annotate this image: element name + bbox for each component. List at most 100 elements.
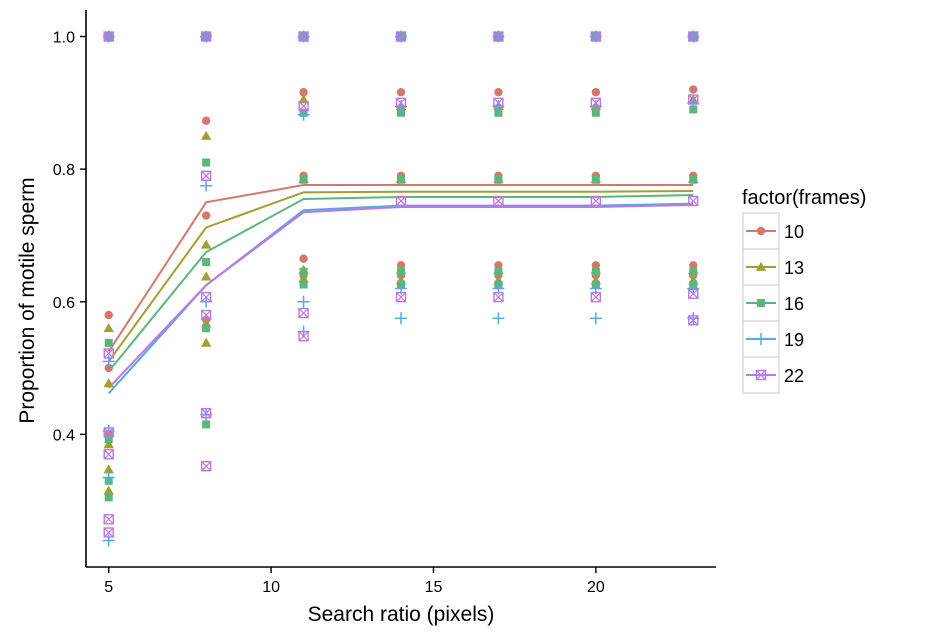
- data-point: [103, 348, 114, 359]
- data-point: [298, 331, 309, 342]
- data-point: [200, 461, 212, 472]
- data-point: [104, 338, 113, 347]
- data-point: [492, 312, 505, 325]
- data-point: [493, 195, 504, 207]
- data-point: [395, 31, 407, 42]
- data-point: [104, 493, 113, 502]
- data-point: [200, 179, 213, 192]
- data-point: [104, 435, 113, 444]
- data-point: [104, 310, 113, 320]
- legend-title: factor(frames): [742, 187, 866, 209]
- legend-key-marker: [756, 226, 766, 236]
- data-point: [103, 427, 114, 438]
- legend-item-19: 19: [742, 320, 804, 358]
- data-point: [689, 175, 698, 184]
- axes: 5 10 15 20 0.4 0.6 0.8 1.0 Search ratio (pixel…: [16, 10, 716, 626]
- legend-item-16: 16: [742, 284, 804, 322]
- legend-label: 16: [784, 294, 804, 314]
- data-point: [590, 291, 602, 303]
- data-point: [395, 97, 407, 109]
- data-point: [395, 312, 407, 325]
- data-point: [200, 31, 212, 42]
- x-tick-label: 15: [425, 579, 443, 596]
- x-axis-ticks: 5 10 15 20: [104, 567, 605, 596]
- legend-label: 13: [784, 258, 804, 278]
- data-point: [103, 323, 114, 333]
- legend-key-marker: [755, 333, 767, 345]
- data-point: [591, 108, 600, 117]
- trend-line-10: [107, 184, 694, 353]
- data-point: [299, 267, 308, 276]
- data-point: [200, 291, 212, 303]
- legend-keys: 10 13 16 19 22: [742, 212, 804, 394]
- data-point: [202, 324, 211, 333]
- data-point: [104, 363, 113, 373]
- legend: factor(frames) 10 13 16 19 22: [742, 187, 866, 394]
- data-point: [590, 31, 602, 42]
- data-point: [200, 170, 212, 181]
- data-point: [299, 280, 308, 289]
- y-tick-label: 0.8: [53, 162, 75, 179]
- data-point: [494, 267, 503, 276]
- data-point: [493, 97, 504, 109]
- data-point: [494, 108, 503, 117]
- data-point: [688, 31, 699, 42]
- data-point: [200, 130, 212, 140]
- y-tick-label: 1.0: [53, 30, 75, 47]
- data-point: [103, 378, 114, 388]
- legend-item-22: 22: [742, 356, 804, 394]
- data-point: [589, 312, 602, 325]
- x-tick-label: 10: [262, 579, 280, 596]
- data-point: [200, 309, 212, 321]
- data-point: [395, 291, 407, 303]
- x-tick-label: 5: [104, 579, 113, 596]
- y-tick-label: 0.6: [53, 295, 75, 312]
- y-tick-label: 0.4: [53, 427, 75, 444]
- data-point: [395, 195, 407, 207]
- data-point: [102, 471, 115, 484]
- data-point: [103, 449, 114, 460]
- legend-label: 19: [784, 330, 804, 350]
- data-point: [103, 527, 114, 538]
- data-point: [103, 464, 114, 474]
- data-point: [299, 88, 308, 97]
- legend-key-marker: [755, 261, 767, 271]
- data-point: [297, 295, 310, 308]
- data-point: [201, 211, 211, 220]
- data-point: [688, 195, 699, 207]
- series-22-points: [103, 31, 699, 538]
- data-point: [202, 158, 211, 167]
- data-point: [397, 108, 405, 117]
- data-point: [591, 267, 600, 276]
- y-axis-label: Proportion of motile sperm: [16, 177, 39, 423]
- data-point: [103, 439, 114, 449]
- trend-line-22: [108, 203, 694, 389]
- data-point: [590, 195, 602, 207]
- data-point: [689, 267, 698, 276]
- legend-label: 10: [784, 222, 804, 242]
- legend-item-10: 10: [742, 212, 804, 250]
- data-point: [493, 291, 504, 303]
- data-point: [493, 31, 504, 42]
- data-point: [200, 407, 212, 419]
- y-axis-ticks: 0.4 0.6 0.8 1.0: [53, 30, 86, 444]
- data-point: [298, 273, 309, 283]
- data-point: [494, 88, 503, 97]
- data-point: [396, 88, 406, 97]
- data-point: [494, 175, 503, 184]
- data-point: [103, 485, 114, 495]
- data-point: [200, 337, 212, 347]
- data-point: [689, 85, 698, 94]
- x-tick-label: 20: [587, 579, 605, 596]
- data-point: [103, 514, 114, 525]
- series-10-points: [104, 32, 698, 439]
- data-point: [200, 239, 212, 249]
- data-point: [590, 97, 602, 109]
- data-points: [102, 30, 700, 547]
- legend-key-marker: [755, 369, 767, 381]
- data-point: [299, 175, 308, 184]
- data-point: [299, 254, 308, 263]
- data-point: [202, 257, 211, 266]
